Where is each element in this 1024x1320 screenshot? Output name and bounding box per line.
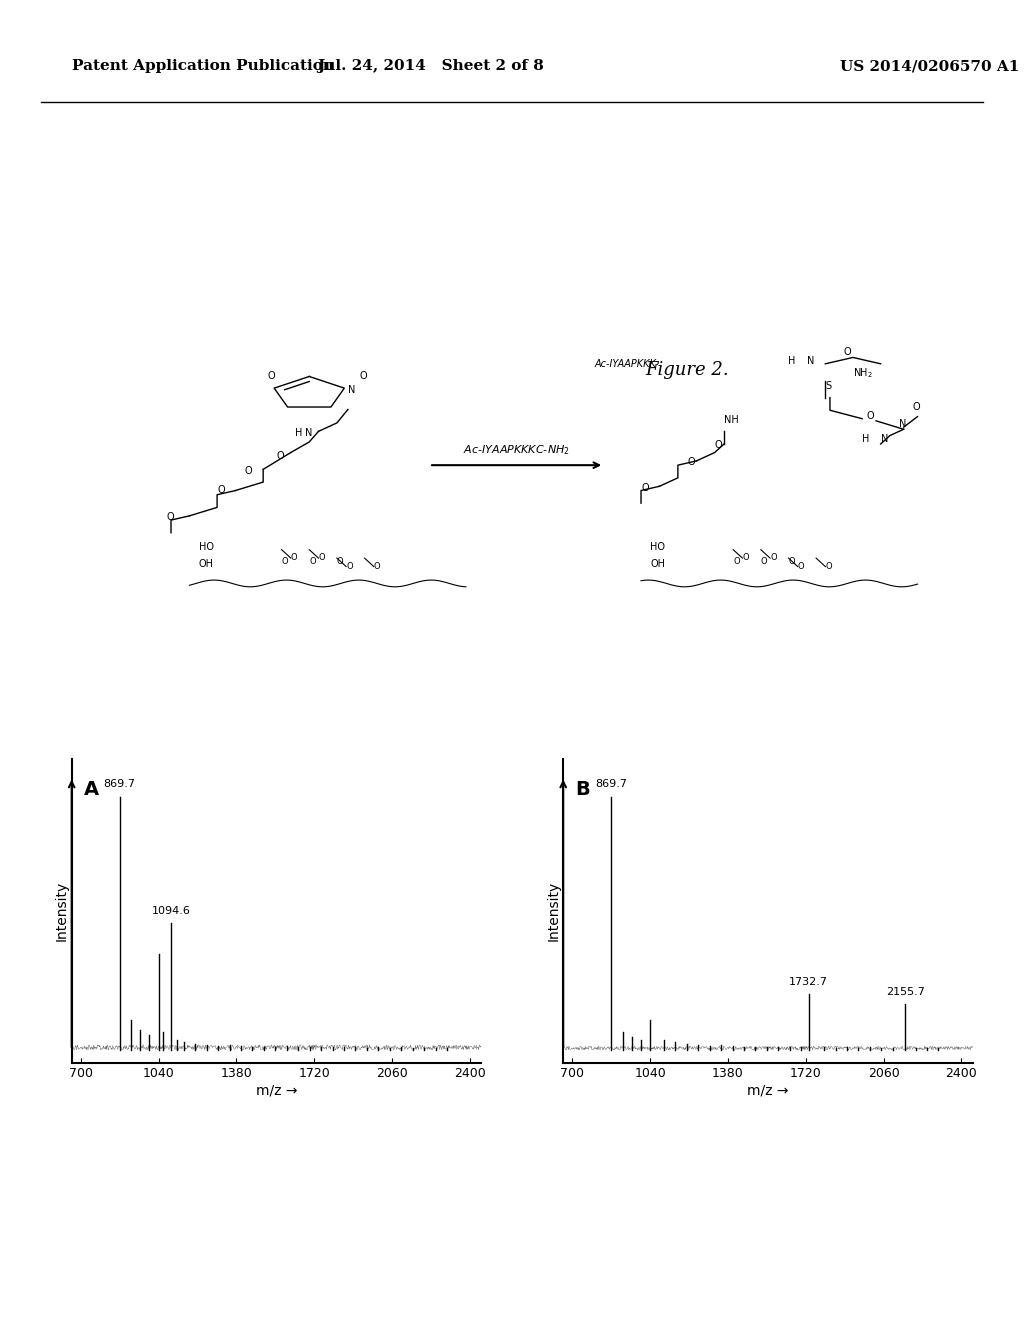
Text: O: O <box>844 347 851 358</box>
Text: H: H <box>788 356 796 366</box>
Text: O: O <box>788 557 795 566</box>
Y-axis label: Intensity: Intensity <box>547 880 560 941</box>
Text: Ac-IYAAPKKKC-NH$_2$: Ac-IYAAPKKKC-NH$_2$ <box>463 444 570 457</box>
Text: HO: HO <box>650 541 666 552</box>
Text: O: O <box>337 557 343 566</box>
Text: N: N <box>881 434 888 444</box>
Text: A: A <box>84 780 99 799</box>
Text: N: N <box>899 420 906 429</box>
Text: O: O <box>318 553 325 562</box>
Text: O: O <box>742 553 749 562</box>
Text: O: O <box>309 557 315 566</box>
Text: S: S <box>825 381 831 391</box>
Text: 2155.7: 2155.7 <box>886 987 925 997</box>
Text: O: O <box>360 371 368 380</box>
Text: N: N <box>348 385 355 396</box>
Text: NH: NH <box>724 414 738 425</box>
Text: 1732.7: 1732.7 <box>790 977 828 987</box>
Text: N: N <box>807 356 814 366</box>
Text: 1094.6: 1094.6 <box>152 906 190 916</box>
Text: O: O <box>715 441 722 450</box>
Text: Ac-IYAAPKKK-: Ac-IYAAPKKK- <box>595 359 659 368</box>
X-axis label: m/z →: m/z → <box>748 1084 788 1097</box>
Text: Figure 2.: Figure 2. <box>645 360 729 379</box>
Text: H: H <box>296 428 303 438</box>
Text: O: O <box>268 371 275 380</box>
Text: O: O <box>825 561 831 570</box>
Text: O: O <box>733 557 739 566</box>
Text: HO: HO <box>199 541 214 552</box>
Text: NH$_2$: NH$_2$ <box>853 367 872 380</box>
Text: OH: OH <box>199 558 214 569</box>
Text: 869.7: 869.7 <box>595 779 627 789</box>
Text: O: O <box>761 557 767 566</box>
X-axis label: m/z →: m/z → <box>256 1084 297 1097</box>
Text: O: O <box>913 403 921 412</box>
Text: O: O <box>282 557 288 566</box>
Text: O: O <box>641 483 648 492</box>
Text: Patent Application Publication: Patent Application Publication <box>72 59 334 73</box>
Text: O: O <box>346 561 352 570</box>
Text: Jul. 24, 2014   Sheet 2 of 8: Jul. 24, 2014 Sheet 2 of 8 <box>316 59 544 73</box>
Text: B: B <box>575 780 590 799</box>
Text: US 2014/0206570 A1: US 2014/0206570 A1 <box>840 59 1019 73</box>
Text: O: O <box>867 411 874 421</box>
Text: O: O <box>166 512 174 523</box>
Text: O: O <box>276 451 285 461</box>
Text: O: O <box>291 553 297 562</box>
Text: H: H <box>862 434 869 444</box>
Text: O: O <box>798 561 804 570</box>
Text: O: O <box>770 553 776 562</box>
Text: O: O <box>245 466 252 475</box>
Text: O: O <box>217 484 224 495</box>
Text: N: N <box>305 428 312 438</box>
Text: O: O <box>374 561 380 570</box>
Text: 869.7: 869.7 <box>103 779 135 789</box>
Y-axis label: Intensity: Intensity <box>55 880 69 941</box>
Text: O: O <box>687 457 694 467</box>
Text: OH: OH <box>650 558 666 569</box>
